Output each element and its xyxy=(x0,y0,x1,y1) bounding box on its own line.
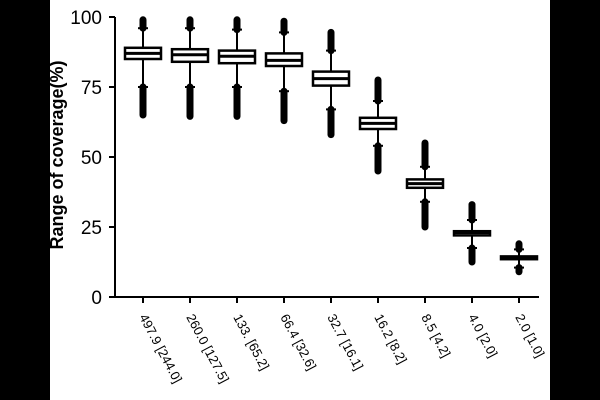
box-group xyxy=(217,16,257,120)
x-tick-label: 4.0 [2.0] xyxy=(465,311,500,360)
y-tick-label: 0 xyxy=(91,288,102,309)
x-tick-label: 8.5 [4.2] xyxy=(418,311,453,360)
box-group xyxy=(123,16,163,119)
y-tick-label: 75 xyxy=(81,78,102,99)
box-group xyxy=(358,76,398,175)
x-axis: 497.9 [244.0]260.0 [127.5]133. [65.2] 66.… xyxy=(115,296,548,385)
y-tick-label: 25 xyxy=(81,218,102,239)
box-group xyxy=(264,17,304,125)
box-group xyxy=(499,240,539,276)
box-group xyxy=(405,139,445,231)
x-tick-label: 16.2 [8.2] xyxy=(371,311,410,366)
box-group xyxy=(170,16,210,120)
box-group xyxy=(452,201,492,266)
x-tick-label: 260.0 [127.5] xyxy=(183,311,232,385)
x-tick-label: 2.0 [1.0] xyxy=(512,311,547,360)
x-tick-label: 497.9 [244.0] xyxy=(136,311,185,385)
x-tick-label: 66.4 [32.6] xyxy=(277,311,319,372)
x-tick-label: 133. [65.2] xyxy=(230,311,272,372)
y-axis-title: Range of coverage(%) xyxy=(47,60,67,249)
x-tick-label: 32.7 [16.1] xyxy=(324,311,366,372)
y-tick-label: 100 xyxy=(70,8,102,29)
boxes-layer xyxy=(123,16,539,276)
y-tick-label: 50 xyxy=(81,148,102,169)
y-axis: 0 25 50 75 100 xyxy=(70,8,116,309)
box-group xyxy=(311,28,351,139)
